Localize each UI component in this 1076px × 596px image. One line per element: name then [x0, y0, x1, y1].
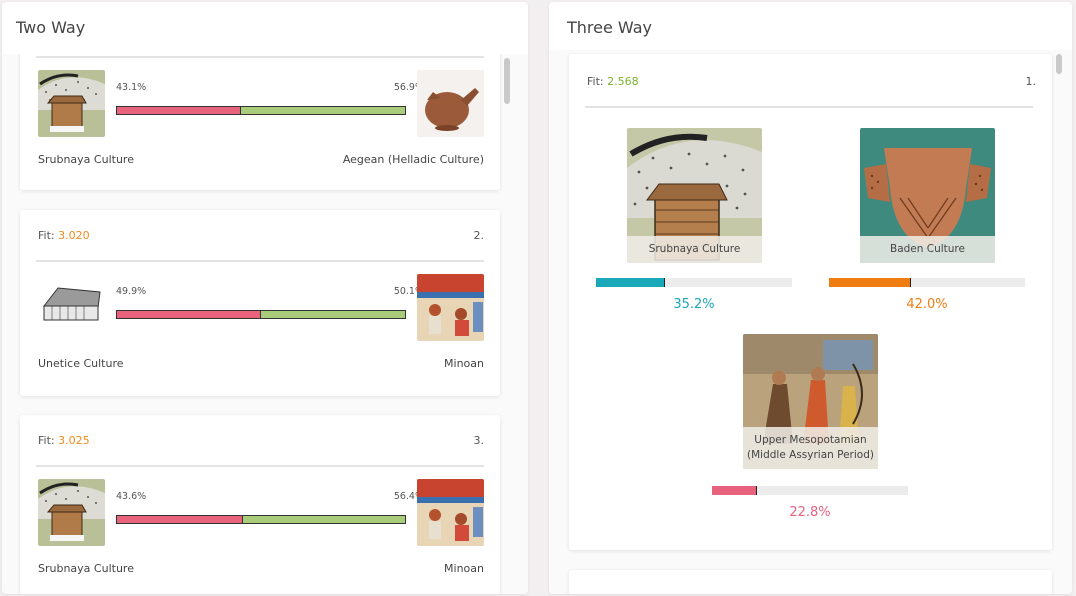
right-population-label: Minoan — [444, 357, 484, 370]
population-share-bar — [712, 486, 908, 495]
right-population-label: Minoan — [444, 562, 484, 575]
fit-score: Fit: 3.020 — [38, 229, 90, 242]
right-share-segment — [241, 107, 405, 114]
population-name: Baden Culture — [860, 236, 995, 263]
population-share-percent: 22.8% — [789, 505, 831, 520]
two-way-scrollbar[interactable] — [504, 58, 510, 104]
left-share-segment — [117, 107, 242, 114]
two-way-panel: Two Way 43.1% 56.9% — [2, 2, 528, 594]
population-thumbnail[interactable] — [38, 479, 105, 546]
mix-bar — [116, 310, 406, 319]
population-thumbnail[interactable] — [38, 274, 105, 341]
population-image[interactable]: Upper Mesopotamian (Middle Assyrian Peri… — [743, 334, 878, 469]
left-percent: 43.6% — [116, 491, 147, 502]
left-population-label: Unetice Culture — [38, 357, 124, 370]
right-percent: 56.9% — [393, 82, 424, 93]
population-image[interactable]: Srubnaya Culture — [627, 128, 762, 263]
population-name: Srubnaya Culture — [627, 236, 762, 263]
population-thumbnail[interactable] — [38, 70, 105, 137]
three-way-title: Three Way — [567, 18, 652, 37]
two-way-scroll-area[interactable]: 43.1% 56.9% Srubnaya Culture — [2, 54, 528, 594]
three-way-panel: Three Way Fit: 2.568 1. — [549, 2, 1072, 594]
mix-bar — [116, 515, 406, 524]
fit-value: 3.020 — [58, 229, 90, 242]
right-population-label: Aegean (Helladic Culture) — [342, 153, 484, 166]
fit-label: Fit: — [38, 229, 55, 242]
left-population-label: Srubnaya Culture — [38, 562, 134, 575]
mix-bar — [116, 106, 406, 115]
population-share-fill — [596, 278, 665, 287]
three-way-result-card: Fit: 2.568 1. — [569, 54, 1052, 550]
population-thumbnail[interactable] — [417, 479, 484, 546]
fit-score: Fit: 3.025 — [38, 434, 90, 447]
mix-strip: 49.9% 50.1% — [38, 274, 484, 341]
population-thumbnail[interactable] — [417, 274, 484, 341]
three-way-result-card-next — [569, 570, 1052, 594]
left-percent: 49.9% — [116, 286, 147, 297]
population-share-fill — [712, 486, 757, 495]
left-share-segment — [117, 311, 261, 318]
right-percent: 50.1% — [393, 286, 424, 297]
fit-label: Fit: — [38, 434, 55, 447]
right-share-segment — [242, 516, 405, 523]
three-way-scroll-area[interactable]: Fit: 2.568 1. — [549, 50, 1072, 594]
two-way-title: Two Way — [16, 18, 86, 37]
right-share-segment — [260, 311, 405, 318]
population-share-fill — [829, 278, 912, 287]
three-way-scrollbar[interactable] — [1056, 54, 1062, 74]
rank-number: 1. — [1025, 75, 1037, 88]
fit-score: Fit: 2.568 — [587, 75, 639, 88]
population-share-bar — [596, 278, 792, 287]
two-way-result-card: Fit: 3.025 3. 43.6% — [20, 415, 500, 594]
population-image[interactable]: Baden Culture — [860, 128, 995, 263]
two-way-result-card: Fit: 3.020 2. 49.9% 50.1% — [20, 210, 500, 396]
mix-strip: 43.6% 56.4% — [38, 479, 484, 546]
rank-number: 2. — [473, 229, 485, 242]
population-share-percent: 42.0% — [906, 297, 948, 312]
population-thumbnail[interactable] — [417, 70, 484, 137]
two-way-result-card: 43.1% 56.9% Srubnaya Culture — [20, 54, 500, 190]
population-name: Upper Mesopotamian (Middle Assyrian Peri… — [743, 427, 878, 469]
fit-value: 3.025 — [58, 434, 90, 447]
population-share-percent: 35.2% — [673, 297, 715, 312]
population-share-bar — [829, 278, 1025, 287]
mix-strip: 43.1% 56.9% — [38, 70, 484, 137]
rank-number: 3. — [473, 434, 485, 447]
left-population-label: Srubnaya Culture — [38, 153, 134, 166]
left-percent: 43.1% — [116, 82, 147, 93]
right-percent: 56.4% — [393, 491, 424, 502]
fit-label: Fit: — [587, 75, 604, 88]
left-share-segment — [117, 516, 243, 523]
fit-value: 2.568 — [607, 75, 639, 88]
